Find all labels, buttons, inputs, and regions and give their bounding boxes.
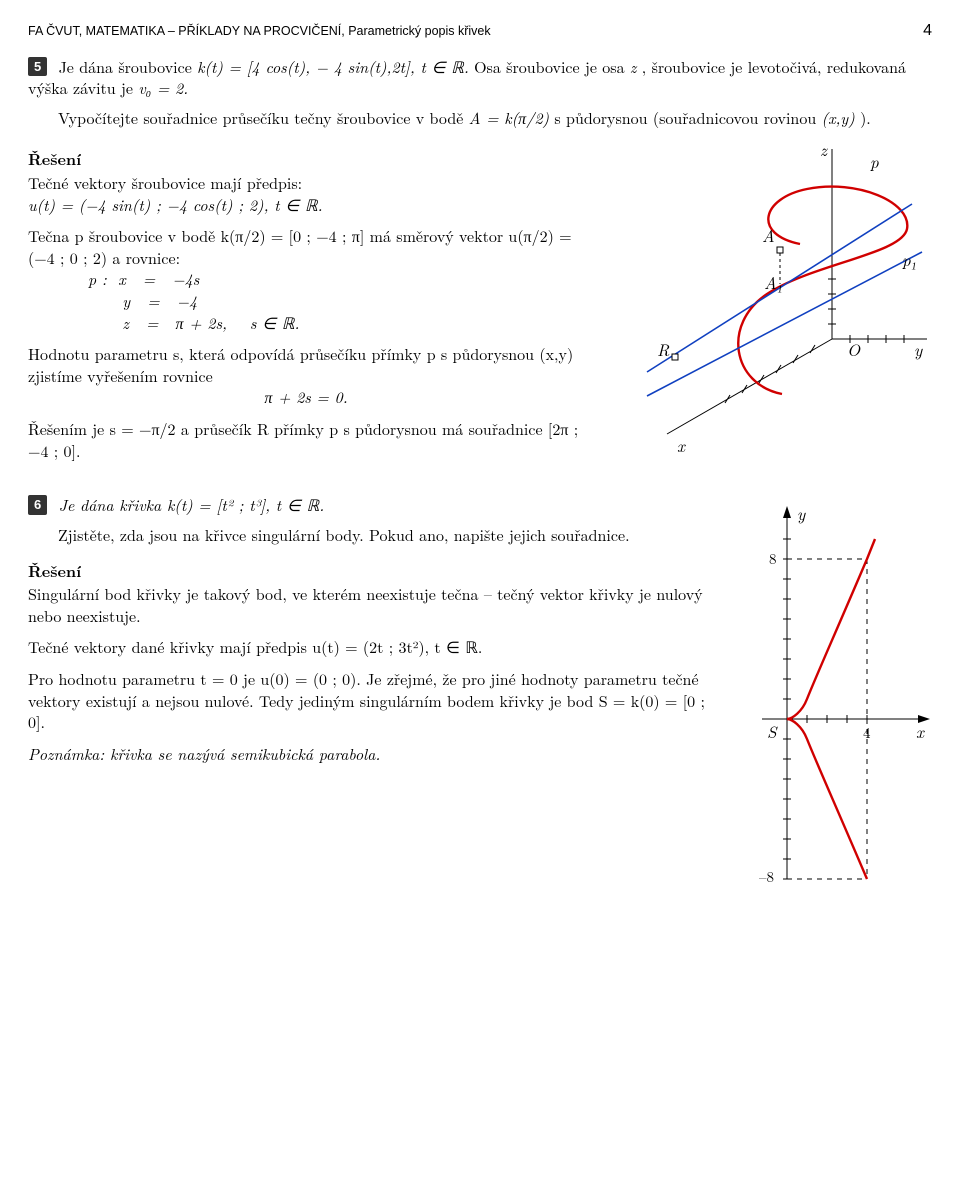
fig6-label-4: 4 [863, 722, 871, 743]
prob5-statement-c: z [630, 55, 637, 78]
prob5-task-e: ). [860, 106, 871, 129]
prob6-statement: Je dána křivka k(t) = [t² ; t³], t ∈ ℝ. [59, 493, 325, 516]
fig5-label-A1: A₁ [764, 270, 783, 294]
fig5-label-z: z [820, 137, 828, 161]
prob5-equations: p : x = −4s y = −4 z = π + 2s, s ∈ ℝ. [88, 268, 584, 333]
prob6-task: Zjistěte, zda jsou na křivce singulární … [58, 524, 724, 546]
prob6-figure: y x S 8 –8 4 [742, 494, 932, 884]
prob5-eq-p: p : x = −4s [88, 268, 584, 290]
prob5-line4: Řešením je s = −π/2 a průsečík R přímky … [28, 418, 584, 461]
fig6-label-y: y [797, 501, 806, 525]
fig6-label-x: x [916, 719, 925, 743]
reseni-heading-6: Řešení [28, 560, 724, 582]
fig5-label-x: x [677, 433, 686, 457]
prob5-figure: z p p₁ A A₁ R O x y [602, 134, 932, 464]
fig5-label-R: R [657, 337, 670, 361]
fig5-label-y: y [914, 337, 923, 361]
prob5-line1a: Tečné vektory šroubovice mají předpis: [28, 172, 584, 194]
problem-number-box: 6 [28, 495, 47, 515]
prob5-task-c: s půdorysnou (souřadnicovou rovinou [554, 106, 821, 129]
prob5-task-b: A = k(π/2) [469, 106, 549, 129]
prob5-task-d: (x,y) [822, 106, 855, 129]
problem-5: 5 Je dána šroubovice k(t) = [4 cos(t), −… [28, 56, 932, 99]
page-header: FA ČVUT, MATEMATIKA – PŘÍKLADY NA PROCVI… [28, 20, 932, 42]
prob6-note: Poznámka: křivka se nazývá semikubická p… [28, 743, 724, 765]
prob5-statement-k: k(t) = [4 cos(t), − 4 sin(t),2t], t ∈ ℝ. [197, 55, 469, 78]
prob5-task-a: Vypočítejte souřadnice průsečíku tečny š… [58, 106, 469, 129]
problem-number-box: 5 [28, 57, 47, 77]
prob5-statement-a: Je dána šroubovice [59, 55, 198, 78]
prob5-eq-pi: π + 2s = 0. [28, 386, 584, 408]
prob5-statement-b: Osa šroubovice je osa [474, 55, 630, 78]
prob6-line2: Tečné vektory dané křivky mají předpis u… [28, 636, 724, 658]
fig5-label-p1: p₁ [902, 247, 917, 271]
fig6-label-S: S [767, 719, 778, 743]
prob5-eq-z: z = π + 2s, s ∈ ℝ. [88, 312, 584, 334]
reseni-heading: Řešení [28, 148, 584, 170]
prob5-eq-y: y = −4 [88, 290, 584, 312]
prob5-task: Vypočítejte souřadnice průsečíku tečny š… [58, 107, 932, 129]
prob6-line1: Singulární bod křivky je takový bod, ve … [28, 583, 724, 626]
prob5-line2: Tečna p šroubovice v bodě k(π/2) = [0 ; … [28, 225, 584, 268]
fig5-label-A: A [762, 223, 775, 247]
problem-6: 6 Je dána křivka k(t) = [t² ; t³], t ∈ ℝ… [28, 494, 724, 516]
prob6-line3: Pro hodnotu parametru t = 0 je u(0) = (0… [28, 668, 724, 733]
prob5-statement-e: v₀ = 2. [138, 76, 188, 99]
fig5-label-O: O [847, 337, 861, 361]
fig6-label-8: 8 [769, 548, 777, 569]
header-left: FA ČVUT, MATEMATIKA – PŘÍKLADY NA PROCVI… [28, 23, 491, 40]
page-number: 4 [923, 20, 932, 42]
fig6-label-neg8: –8 [759, 866, 774, 884]
prob5-line1b: u(t) = (−4 sin(t) ; −4 cos(t) ; 2), t ∈ … [28, 194, 584, 216]
fig5-label-p: p [870, 149, 879, 173]
prob5-line3: Hodnotu parametru s, která odpovídá průs… [28, 343, 584, 386]
